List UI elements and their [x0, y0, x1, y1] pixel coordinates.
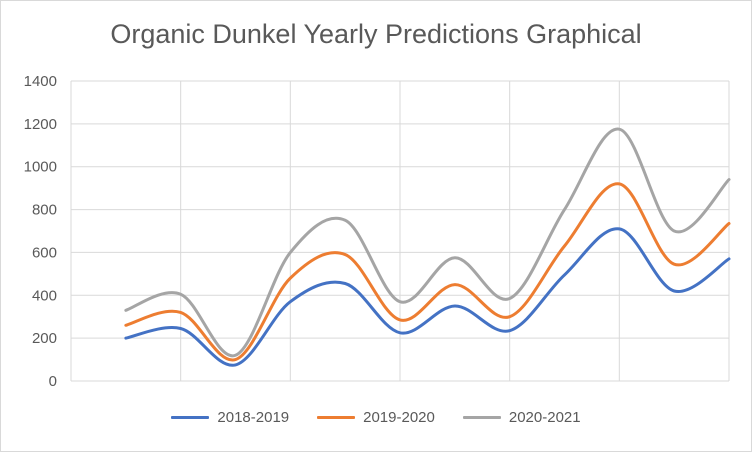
legend: 2018-2019 2019-2020 2020-2021	[1, 409, 751, 426]
legend-item-1: 2019-2020	[317, 409, 435, 426]
legend-label-1: 2019-2020	[363, 409, 435, 426]
y-tick-label-1: 200	[32, 330, 57, 347]
legend-swatch-2	[462, 416, 501, 419]
y-tick-label-6: 1200	[24, 116, 57, 133]
legend-label-2: 2020-2021	[508, 409, 581, 426]
y-tick-label-7: 1400	[24, 73, 57, 90]
legend-item-2: 2020-2021	[462, 409, 581, 426]
y-tick-label-0: 0	[49, 373, 57, 390]
series-line-0	[124, 227, 731, 367]
legend-label-0: 2018-2019	[217, 409, 290, 426]
legend-item-0: 2018-2019	[171, 409, 289, 426]
chart-title: Organic Dunkel Yearly Predictions Graphi…	[110, 19, 642, 49]
series-line-1	[124, 182, 731, 362]
legend-swatch-1	[317, 416, 356, 419]
y-tick-label-4: 800	[32, 202, 57, 219]
legend-swatch-0	[171, 416, 210, 419]
y-tick-label-5: 1000	[24, 159, 57, 176]
y-tick-label-2: 400	[32, 287, 57, 304]
y-tick-label-3: 600	[32, 244, 57, 261]
series-line-2	[124, 127, 731, 358]
